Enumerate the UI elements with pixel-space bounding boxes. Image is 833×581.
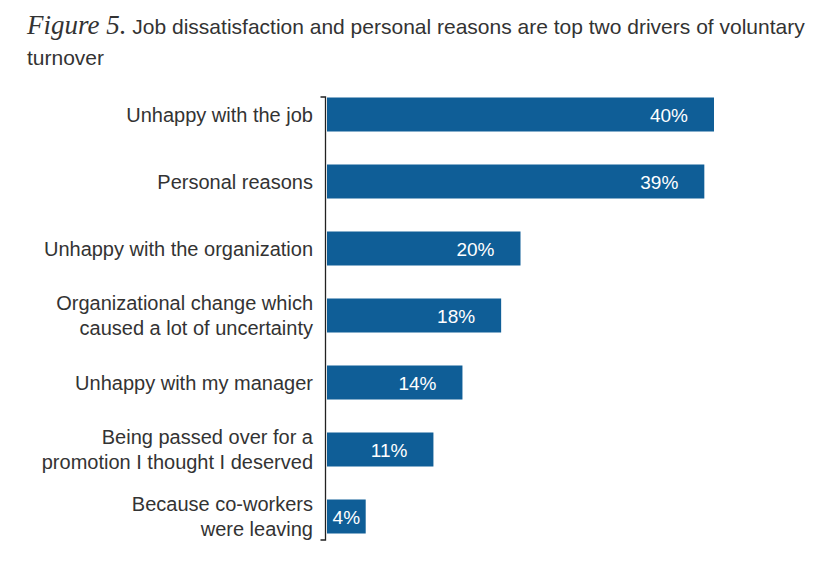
category-label: Unhappy with the job — [126, 104, 313, 126]
bars — [327, 98, 714, 534]
bar — [327, 500, 366, 534]
data-labels: 40% 39% 20% 18% 14% 11% 4% — [333, 105, 688, 528]
category-label: Unhappy with my manager — [75, 372, 313, 394]
bar — [327, 299, 501, 333]
data-label: 4% — [333, 507, 361, 528]
data-label: 11% — [371, 440, 408, 461]
title: Job dissatisfaction and personal reasons… — [27, 15, 805, 69]
data-label: 14% — [398, 373, 436, 394]
data-label: 20% — [456, 239, 494, 260]
data-label: 18% — [437, 306, 475, 327]
data-label: 39% — [640, 172, 678, 193]
title-block: Figure 5. Job dissatisfaction and person… — [27, 10, 817, 73]
category-label: Being passed over for apromotion I thoug… — [42, 426, 314, 473]
bar — [327, 433, 433, 467]
bar — [327, 98, 714, 132]
axis-line — [321, 97, 326, 540]
category-label: Personal reasons — [157, 171, 313, 193]
category-label: Organizational change whichcaused a lot … — [56, 292, 313, 339]
data-label: 40% — [650, 105, 688, 126]
category-labels: Unhappy with the job Personal reasons Unha… — [42, 104, 314, 541]
category-label: Because co-workerswere leaving — [132, 493, 313, 540]
category-label: Unhappy with the organization — [44, 238, 313, 260]
bar — [327, 366, 462, 400]
bar — [327, 232, 521, 266]
figure-label: Figure 5. — [27, 10, 126, 40]
bar — [327, 165, 704, 199]
chart: 40% 39% 20% 18% 14% 11% 4% Unhappy with the job… — [0, 0, 833, 581]
